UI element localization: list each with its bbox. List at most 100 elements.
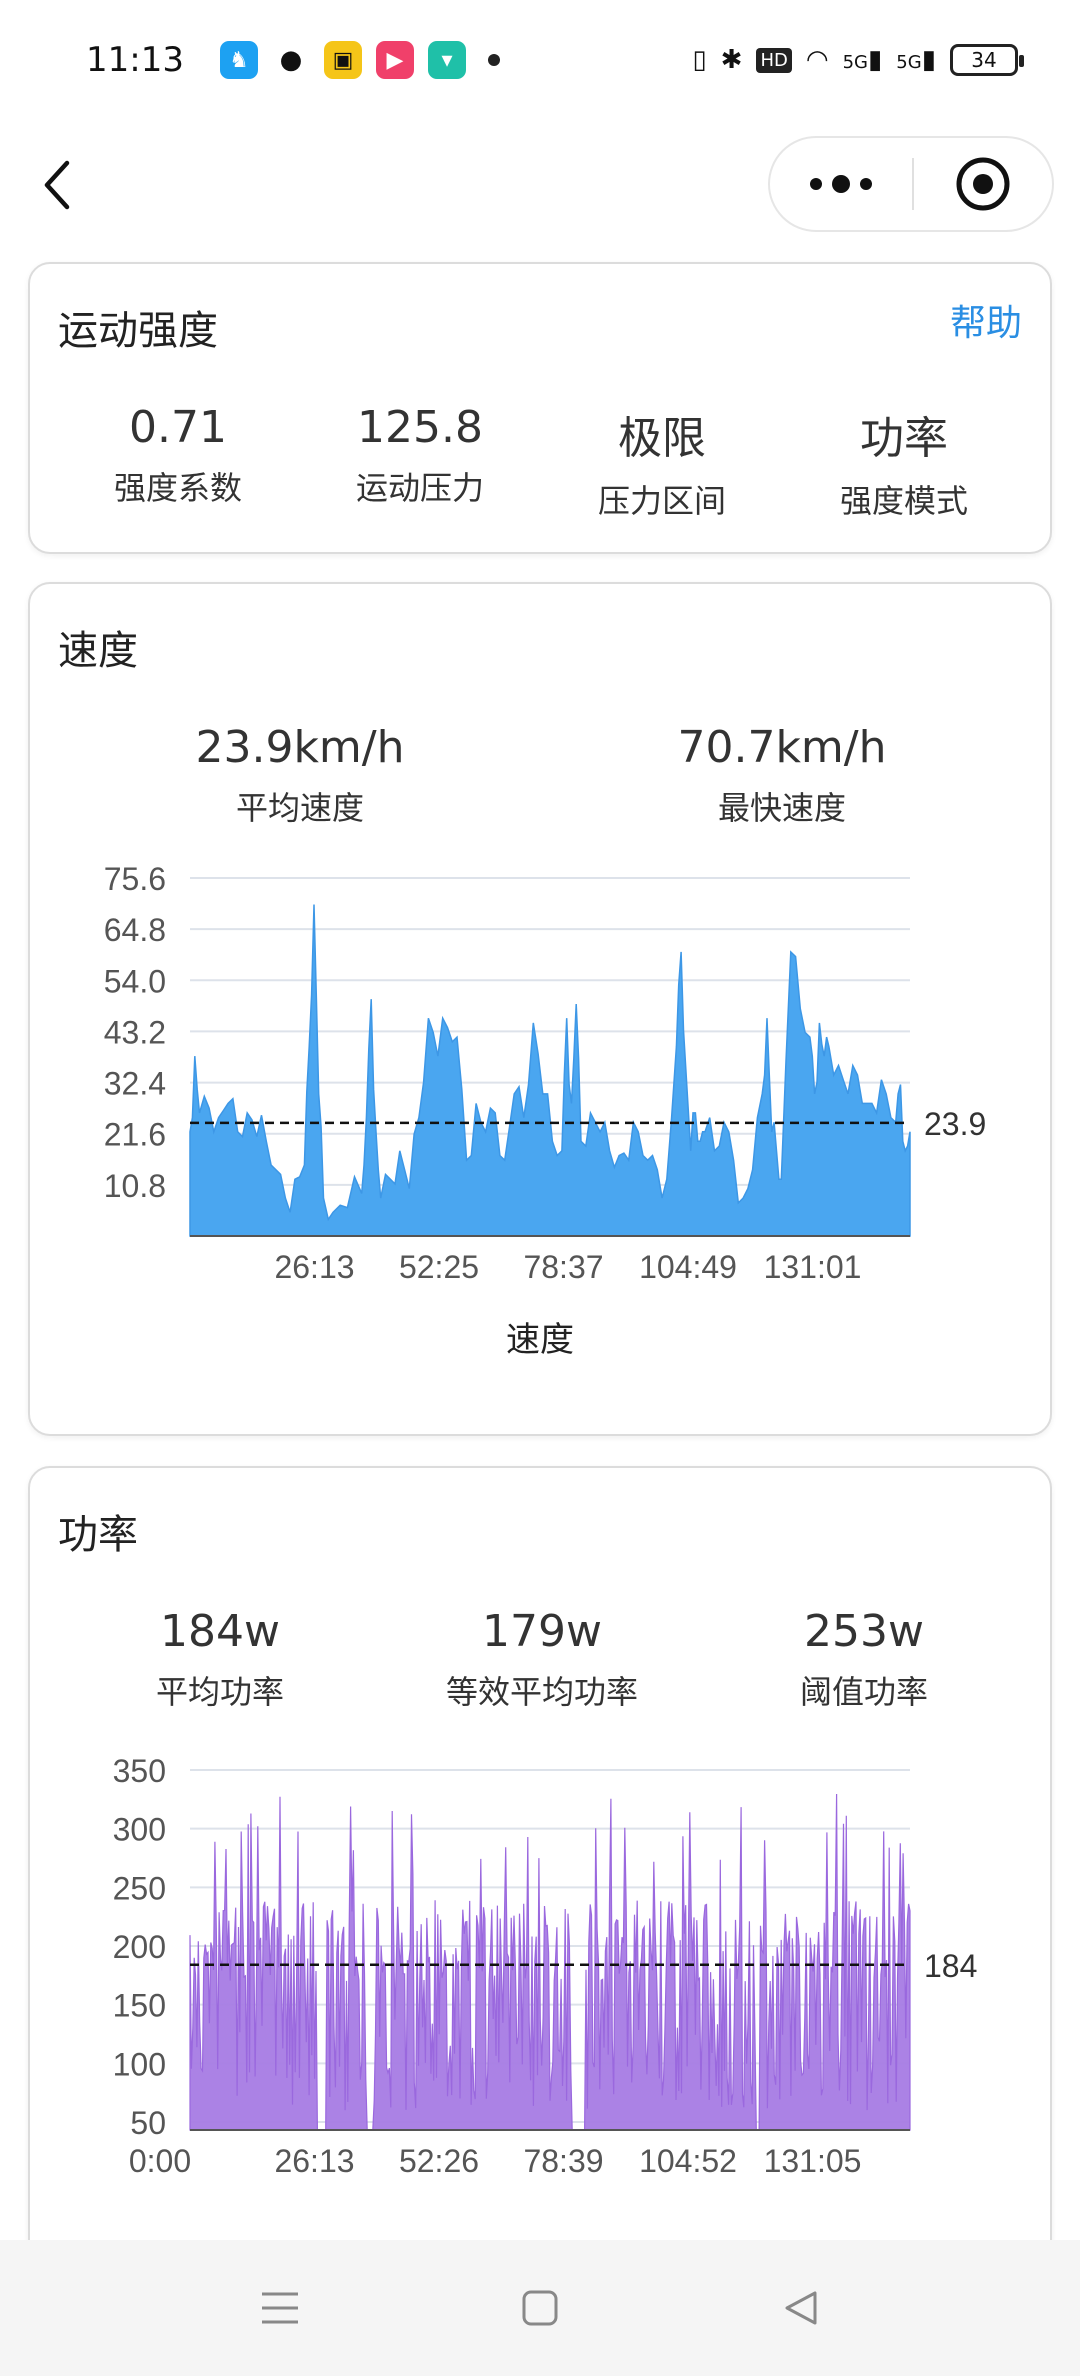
power-title: 功率 xyxy=(58,1512,138,1558)
power-chart: 50 100 150 200 250 300 350 0:00 26:13 52:26 78:39 1… xyxy=(113,1753,978,2178)
speed-title: 速度 xyxy=(58,628,138,674)
chevron-left-icon xyxy=(44,160,70,210)
stat-value: 功率 xyxy=(859,413,948,464)
y-tick-label: 200 xyxy=(113,1929,166,1965)
average-label: 23.9 xyxy=(924,1106,986,1142)
stat-value: 70.7km/h xyxy=(677,722,887,773)
x-tick-label: 78:37 xyxy=(523,1249,603,1284)
avg-speed-stat: 23.9km/h 平均速度 xyxy=(195,722,404,829)
average-label: 184 xyxy=(924,1948,977,1984)
x-tick-label: 104:49 xyxy=(639,1249,737,1284)
x-tick-label: 104:52 xyxy=(639,2143,737,2178)
stat-value: 253w xyxy=(804,1606,924,1657)
y-tick-label: 75.6 xyxy=(104,861,166,897)
y-tick-label: 43.2 xyxy=(104,1014,166,1050)
notification-icons: ♞ ● ▣ ▶ ▾ xyxy=(220,41,500,79)
home-icon xyxy=(522,2290,558,2326)
x-tick-label: 52:26 xyxy=(399,2143,479,2178)
signal-1-icon: 5G▮ xyxy=(842,45,883,75)
intensity-card: 运动强度 帮助 0.71 强度系数 125.8 运动压力 极限 压力区间 功率 … xyxy=(28,262,1052,554)
stat-value: 极限 xyxy=(617,413,706,464)
back-nav-button[interactable] xyxy=(775,2283,825,2333)
x-tick-label: 131:05 xyxy=(764,2143,862,2178)
stat-label: 平均速度 xyxy=(235,789,364,827)
y-tick-label: 64.8 xyxy=(104,912,166,948)
x-tick-label: 52:25 xyxy=(399,1249,479,1284)
wifi-icon: ◠ xyxy=(805,45,829,75)
system-indicators: ▯ ✱ HD ◠ 5G▮ 5G▮ 34 xyxy=(692,44,1024,76)
stress-zone-stat: 极限 压力区间 xyxy=(598,402,726,522)
mi-home-icon: ▾ xyxy=(428,41,466,79)
y-tick-label: 100 xyxy=(113,2046,166,2082)
car-app-icon: ▣ xyxy=(324,41,362,79)
y-tick-label: 32.4 xyxy=(104,1066,166,1102)
hd-icon: HD xyxy=(756,47,792,73)
nav-bar xyxy=(0,130,1080,240)
menu-button[interactable] xyxy=(255,2283,305,2333)
speed-xlabel: 速度 xyxy=(506,1320,574,1360)
back-button[interactable] xyxy=(36,154,80,216)
more-dot-icon xyxy=(860,178,872,190)
video-app-icon: ▶ xyxy=(376,41,414,79)
avg-power-stat: 184w 平均功率 xyxy=(156,1606,284,1713)
speed-area xyxy=(189,904,911,1237)
stat-value: 23.9km/h xyxy=(195,722,405,773)
x-tick-label: 26:13 xyxy=(274,1249,354,1284)
normalized-power-stat: 179w 等效平均功率 xyxy=(446,1606,638,1713)
intensity-mode-stat: 功率 强度模式 xyxy=(840,402,968,522)
vibrate-icon: ▯ xyxy=(692,45,707,75)
stat-label: 强度系数 xyxy=(113,469,243,507)
stat-value: 184w xyxy=(160,1606,280,1657)
max-speed-stat: 70.7km/h 最快速度 xyxy=(677,722,886,829)
more-dot-icon xyxy=(832,175,850,193)
triangle-back-icon xyxy=(785,2291,817,2325)
x-tick-label: 78:39 xyxy=(523,2143,603,2178)
power-area xyxy=(189,1793,911,2131)
help-link[interactable]: 帮助 xyxy=(949,303,1022,344)
ftp-stat: 253w 阈值功率 xyxy=(800,1606,928,1713)
bluetooth-icon: ✱ xyxy=(720,45,743,75)
signal-2-icon: 5G▮ xyxy=(896,45,936,75)
status-bar: 11:13 ♞ ● ▣ ▶ ▾ ▯ ✱ HD ◠ 5G▮ 5G▮ 34 xyxy=(0,0,1080,120)
y-tick-label: 50 xyxy=(130,2105,166,2141)
y-tick-label: 350 xyxy=(113,1753,166,1789)
system-nav-bar xyxy=(0,2240,1080,2376)
intensity-factor-stat: 0.71 强度系数 xyxy=(114,402,242,509)
y-tick-label: 10.8 xyxy=(104,1168,166,1204)
intensity-title: 运动强度 xyxy=(58,308,218,354)
capsule-divider xyxy=(912,158,914,210)
x-tick-label: 131:01 xyxy=(764,1249,862,1284)
training-stress-stat: 125.8 运动压力 xyxy=(356,402,484,509)
stat-label: 平均功率 xyxy=(155,1673,285,1711)
y-tick-label: 250 xyxy=(113,1870,166,1906)
mini-program-capsule xyxy=(768,136,1054,232)
y-tick-label: 54.0 xyxy=(104,963,166,999)
speed-card: 速度 23.9km/h 平均速度 70.7km/h 最快速度 10.8 21.6 3… xyxy=(28,582,1052,1436)
power-card: 功率 184w 平均功率 179w 等效平均功率 253w 阈值功率 50 100… xyxy=(28,1466,1052,2286)
y-tick-label: 150 xyxy=(113,1988,166,2024)
home-button[interactable] xyxy=(515,2283,565,2333)
stat-label: 压力区间 xyxy=(597,482,727,520)
x-tick-label: 26:13 xyxy=(274,2143,354,2178)
stat-label: 运动压力 xyxy=(355,469,485,507)
x-tick-label: 0:00 xyxy=(129,2143,191,2178)
menu-icon xyxy=(262,2292,298,2324)
target-icon xyxy=(956,157,1010,211)
more-dot-icon xyxy=(810,178,822,190)
stat-label: 强度模式 xyxy=(839,482,969,520)
y-tick-label: 300 xyxy=(113,1812,166,1848)
stat-value: 125.8 xyxy=(357,402,483,453)
battery-icon: 34 xyxy=(950,44,1024,76)
status-time: 11:13 xyxy=(86,40,184,80)
stat-label: 等效平均功率 xyxy=(445,1673,639,1711)
speed-chart: 10.8 21.6 32.4 43.2 54.0 64.8 75.6 26:13 52:25 78… xyxy=(104,861,987,1284)
stat-label: 最快速度 xyxy=(717,789,846,827)
close-mini-program-button[interactable] xyxy=(914,138,1052,230)
more-button[interactable] xyxy=(770,138,912,230)
more-notifications-icon xyxy=(488,54,500,66)
stat-value: 179w xyxy=(482,1606,602,1657)
stat-label: 阈值功率 xyxy=(799,1673,929,1711)
qq-icon: ♞ xyxy=(220,41,258,79)
stat-value: 0.71 xyxy=(129,402,227,453)
wechat-icon: ● xyxy=(272,41,310,79)
